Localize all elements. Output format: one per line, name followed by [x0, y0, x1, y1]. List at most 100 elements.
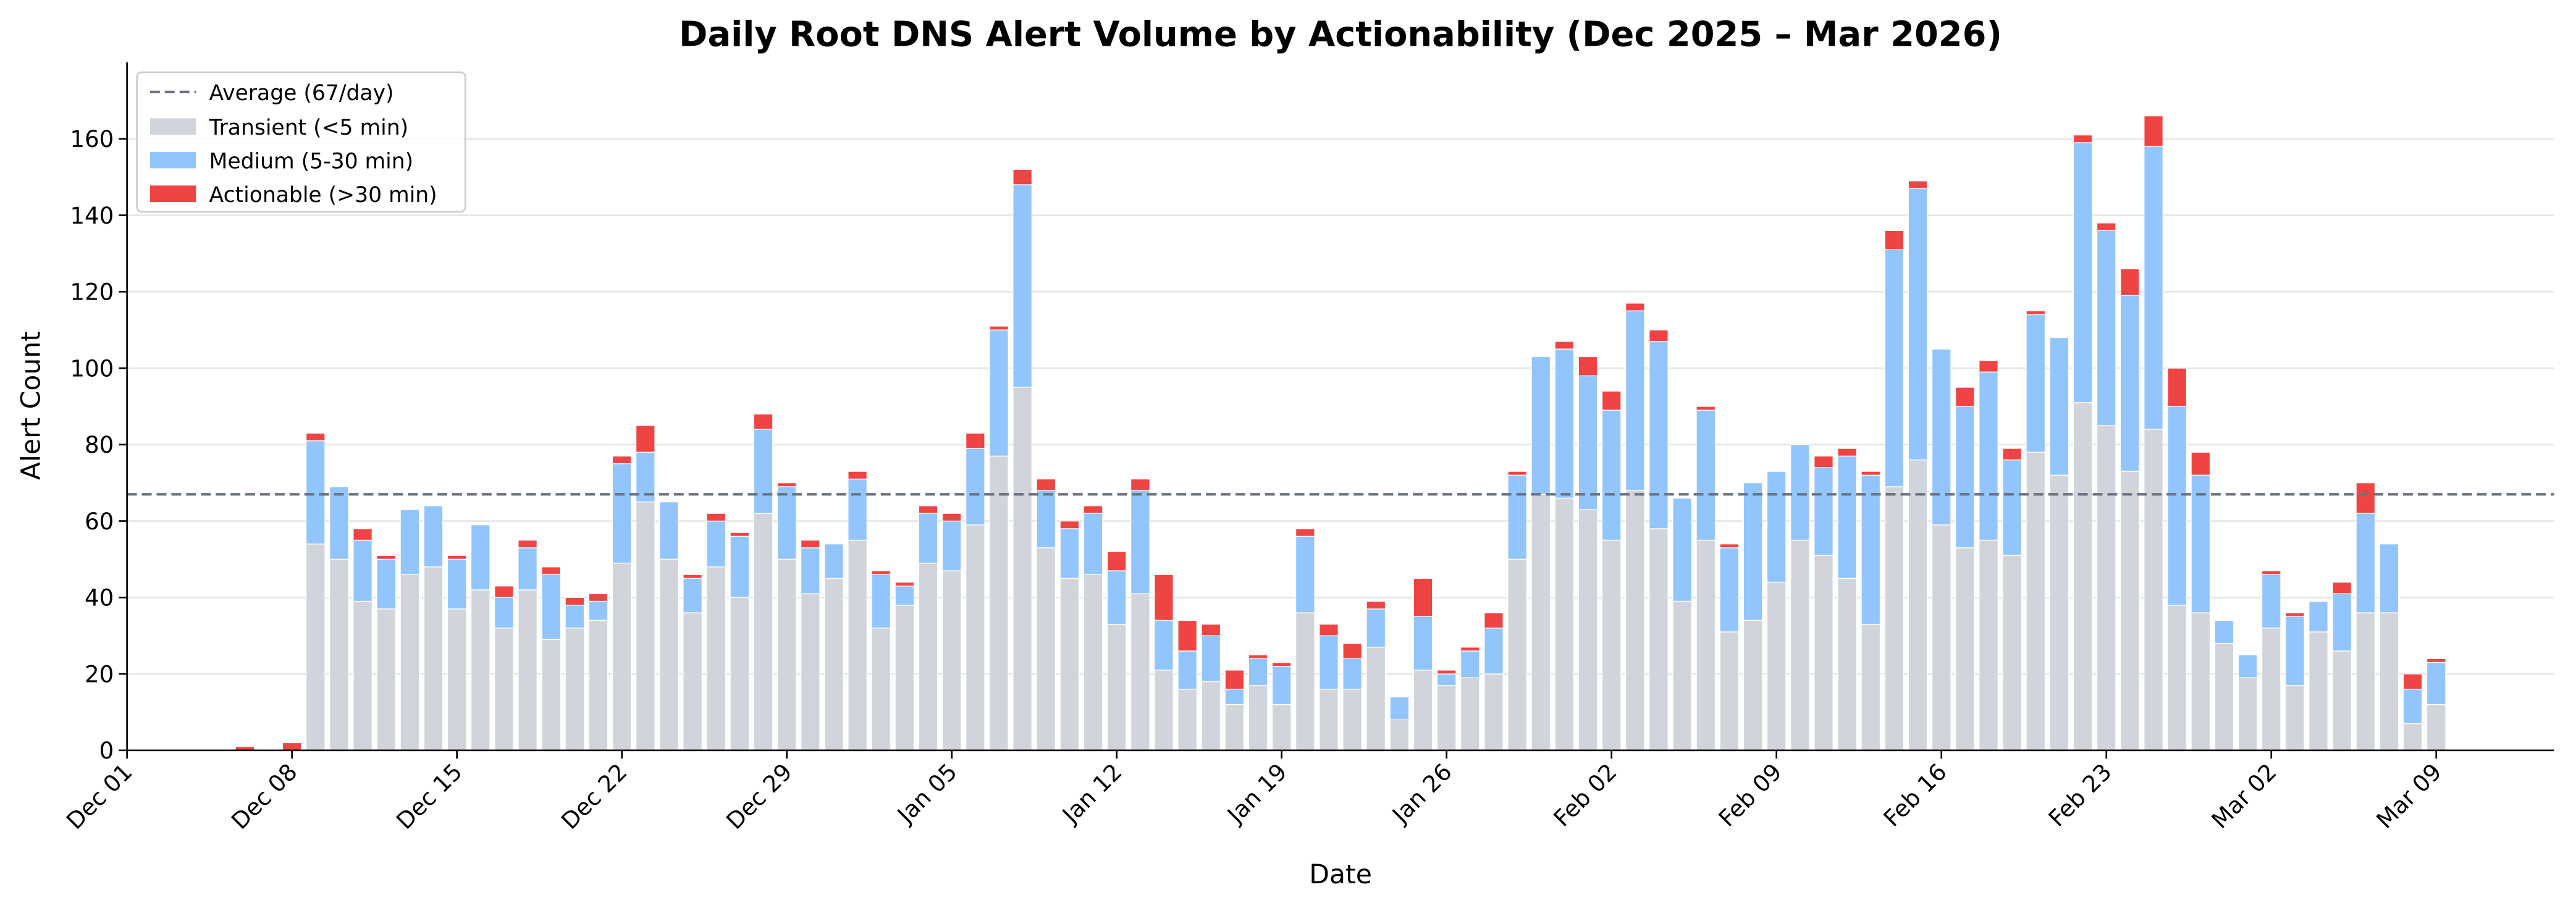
bar-segment	[2119, 471, 2140, 751]
bar-segment	[1931, 524, 1951, 751]
bar-segment	[1366, 600, 1386, 610]
bar-segment	[1484, 673, 1504, 751]
bar-segment	[1696, 539, 1716, 751]
bar-segment	[1130, 478, 1150, 491]
bar-segment	[1484, 612, 1504, 629]
bar-segment	[1413, 670, 1433, 751]
bar-segment	[2284, 612, 2305, 617]
bar-segment	[965, 448, 985, 526]
bar-segment	[1460, 650, 1480, 678]
bar-segment	[941, 520, 962, 571]
x-tick-label: Mar 09	[2371, 758, 2447, 834]
bar-segment	[1696, 406, 1716, 411]
bar-segment	[706, 566, 726, 751]
y-tick-label: 140	[70, 202, 114, 229]
x-tick-label: Feb 02	[1548, 758, 1622, 832]
bar-segment	[2261, 628, 2281, 751]
bar-segment	[1484, 628, 1504, 675]
bar-segment	[989, 326, 1009, 330]
bar-segment	[1578, 509, 1598, 751]
bar-segment	[1979, 359, 1998, 372]
bar-segment	[494, 586, 514, 598]
bar-segment	[2144, 146, 2163, 430]
bar-segment	[1036, 490, 1056, 549]
bar-segment	[1790, 539, 1810, 751]
bar-segment	[1955, 387, 1975, 407]
bar-segment	[2402, 673, 2423, 690]
bar-segment	[612, 463, 632, 564]
bar-segment	[1837, 455, 1858, 579]
bar-segment	[1224, 689, 1245, 705]
bar-segment	[1979, 371, 1998, 541]
x-tick-label: Dec 15	[391, 758, 468, 834]
bar-segment	[1342, 642, 1363, 659]
y-tick-label: 0	[99, 737, 114, 764]
bar-segment	[848, 478, 868, 541]
bar-segment	[1931, 348, 1951, 526]
bar-segment	[2261, 570, 2281, 575]
bar-segment	[353, 600, 373, 751]
bar-segment	[1342, 689, 1363, 751]
bar-segment	[1295, 612, 1315, 751]
bar-segment	[1201, 681, 1221, 751]
bar-segment	[753, 513, 773, 751]
bar-segment	[612, 562, 632, 751]
bar-segment	[2284, 616, 2305, 686]
bar-segment	[2191, 474, 2211, 613]
x-tick-label: Dec 22	[556, 758, 633, 834]
bar-segment	[1436, 670, 1457, 675]
bar-segment	[588, 600, 608, 621]
bar-segment	[2332, 593, 2352, 652]
bar-segment	[1248, 658, 1268, 686]
bar-segment	[1154, 670, 1174, 751]
bar-segment	[1436, 673, 1457, 686]
bar-segment	[1224, 704, 1245, 751]
bar-segment	[1319, 623, 1339, 636]
bar-segment	[1766, 471, 1787, 583]
bar-segment	[376, 558, 397, 610]
bar-segment	[2402, 689, 2423, 725]
bar-segment	[1271, 662, 1292, 667]
legend-swatch	[149, 118, 196, 135]
bar-segment	[777, 482, 797, 487]
bar-segment	[1979, 539, 1998, 751]
bar-segment	[1177, 689, 1198, 751]
bar-segment	[2309, 631, 2328, 751]
bar-segment	[1908, 188, 1928, 461]
bar-segment	[1036, 478, 1056, 491]
x-tick-label: Jan 19	[1221, 758, 1292, 829]
bar-segment	[848, 539, 868, 751]
bar-segment	[659, 558, 679, 751]
bar-segment	[1295, 528, 1315, 537]
bar-segment	[965, 432, 985, 449]
bar-segment	[1319, 689, 1339, 751]
y-tick-label: 60	[85, 508, 114, 535]
bar-segment	[1766, 581, 1787, 751]
bar-segment	[2237, 654, 2258, 678]
legend-box	[136, 71, 466, 213]
bar-segment	[1012, 387, 1033, 751]
bar-segment	[1177, 650, 1198, 690]
bar-segment	[659, 501, 679, 560]
y-tick-label: 80	[85, 431, 114, 458]
bar-segment	[1672, 497, 1693, 602]
bar-segment	[1955, 406, 1975, 549]
bar-segment	[1625, 310, 1645, 491]
bar-segment	[565, 597, 585, 606]
bar-segment	[2167, 406, 2187, 606]
bar-segment	[753, 413, 773, 430]
bar-segment	[1814, 467, 1833, 556]
bar-segment	[2426, 704, 2446, 751]
bar-segment	[1531, 494, 1551, 751]
bar-segment	[2332, 650, 2352, 751]
bar-segment	[541, 574, 562, 641]
bar-segment	[1106, 551, 1127, 571]
bar-segment	[753, 429, 773, 514]
bar-segment	[353, 539, 373, 602]
bar-segment	[1271, 704, 1292, 751]
bar-segment	[2002, 459, 2022, 556]
bar-segment	[2379, 544, 2399, 613]
bar-segment	[1601, 539, 1622, 751]
bar-segment	[1130, 490, 1150, 594]
bar-segment	[871, 628, 891, 751]
